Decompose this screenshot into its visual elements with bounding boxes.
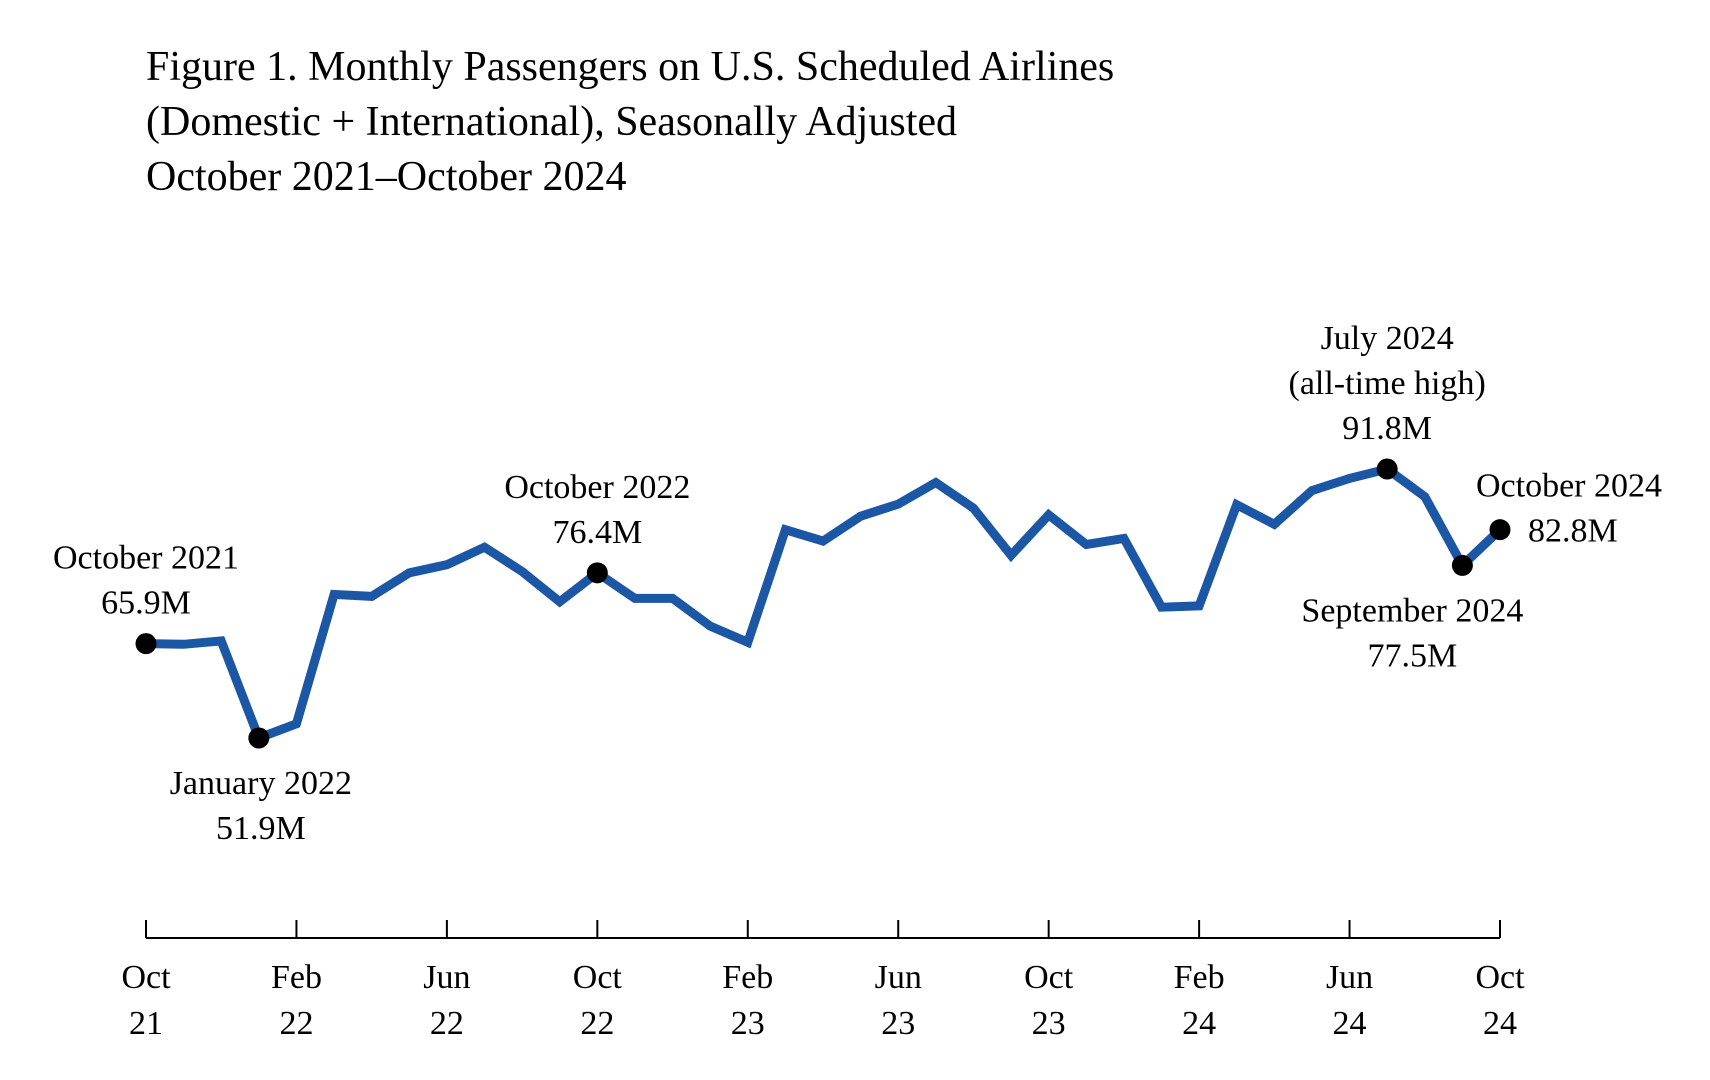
annotation-jan-2022-line-2: 51.9M <box>216 810 306 847</box>
x-tick-label-year: 21 <box>129 1005 163 1042</box>
annotation-oct-2021-line-1: October 2021 <box>53 540 239 577</box>
series-layer <box>145 464 1504 744</box>
data-point-marker-sep-2024 <box>1451 554 1473 576</box>
x-tick-label-month: Jun <box>423 959 470 996</box>
x-tick-label-year: 23 <box>731 1005 765 1042</box>
x-tick-label-year: 24 <box>1182 1005 1216 1042</box>
x-tick-label-month: Oct <box>1475 959 1525 996</box>
x-tick-label-year: 22 <box>279 1005 313 1042</box>
series-line-monthly-passengers <box>145 464 1504 744</box>
x-tick-label-year: 23 <box>881 1005 915 1042</box>
x-tick-label-month: Feb <box>1174 959 1225 996</box>
x-tick-label-month: Jun <box>1326 959 1373 996</box>
x-tick-label-year: 24 <box>1333 1005 1367 1042</box>
annotation-oct-2021-line-2: 65.9M <box>101 585 191 622</box>
x-axis: Oct 21 Feb 22 Jun 22 Oct 22 Feb 23 Jun 23 Oct 23 Feb 24… <box>121 920 1525 1042</box>
chart-title-line-1: Figure 1. Monthly Passengers on U.S. Sch… <box>146 44 1115 90</box>
x-tick-label-year: 23 <box>1032 1005 1066 1042</box>
data-point-marker-oct-2021 <box>135 633 157 655</box>
data-point-marker-oct-2022 <box>586 562 608 584</box>
annotation-layer: October 2021 65.9M January 2022 51.9M Octobe… <box>53 320 1662 847</box>
x-tick-label-month: Oct <box>1024 959 1074 996</box>
annotation-sep-2024-line-2: 77.5M <box>1368 637 1458 674</box>
x-tick-label-month: Jun <box>875 959 922 996</box>
chart-title-line-3: October 2021–October 2024 <box>146 154 627 200</box>
x-tick-label-month: Feb <box>722 959 773 996</box>
annotation-oct-2022-line-1: October 2022 <box>504 469 690 506</box>
marker-layer <box>135 458 1511 749</box>
annotation-oct-2024-line-2: 82.8M <box>1528 513 1618 550</box>
annotation-sep-2024-line-1: September 2024 <box>1301 592 1523 629</box>
annotation-jul-2024-line-3: 91.8M <box>1342 410 1432 447</box>
data-point-marker-oct-2024 <box>1489 519 1511 541</box>
annotation-jan-2022-line-1: January 2022 <box>170 765 352 802</box>
x-tick-label-year: 24 <box>1483 1005 1517 1042</box>
annotation-oct-2024-line-1: October 2024 <box>1476 468 1662 505</box>
data-point-marker-jul-2024 <box>1376 458 1398 480</box>
annotation-jul-2024-line-1: July 2024 <box>1321 320 1454 357</box>
x-tick-label-month: Feb <box>271 959 322 996</box>
chart-title-line-2: (Domestic + International), Seasonally A… <box>146 99 958 145</box>
chart-title: Figure 1. Monthly Passengers on U.S. Sch… <box>146 40 1114 205</box>
x-tick-label-month: Oct <box>573 959 623 996</box>
annotation-oct-2022-line-2: 76.4M <box>552 514 642 551</box>
x-tick-label-year: 22 <box>580 1005 614 1042</box>
x-tick-label-year: 22 <box>430 1005 464 1042</box>
annotation-jul-2024-line-2: (all-time high) <box>1289 365 1486 402</box>
x-tick-label-month: Oct <box>121 959 171 996</box>
data-point-marker-jan-2022 <box>248 727 270 749</box>
